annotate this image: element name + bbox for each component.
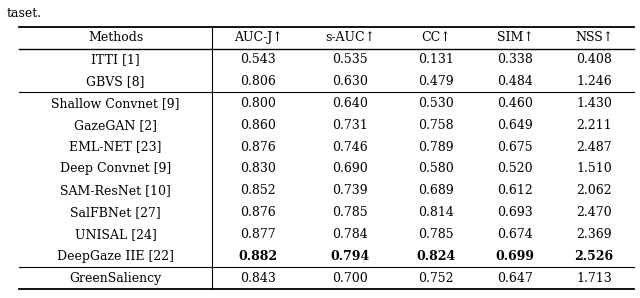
Text: 0.520: 0.520 bbox=[497, 162, 532, 175]
Text: s-AUC↑: s-AUC↑ bbox=[325, 31, 375, 44]
Text: 2.369: 2.369 bbox=[576, 228, 612, 241]
Text: 0.752: 0.752 bbox=[418, 272, 454, 285]
Text: CC↑: CC↑ bbox=[421, 31, 451, 44]
Text: 0.789: 0.789 bbox=[418, 141, 454, 153]
Text: 0.746: 0.746 bbox=[332, 141, 368, 153]
Text: UNISAL [24]: UNISAL [24] bbox=[75, 228, 157, 241]
Text: 0.739: 0.739 bbox=[332, 184, 368, 197]
Text: 1.430: 1.430 bbox=[576, 97, 612, 110]
Text: taset.: taset. bbox=[6, 7, 42, 21]
Text: 0.408: 0.408 bbox=[576, 53, 612, 66]
Text: 2.470: 2.470 bbox=[576, 206, 612, 219]
Text: 0.784: 0.784 bbox=[332, 228, 368, 241]
Text: 1.246: 1.246 bbox=[576, 75, 612, 88]
Text: GBVS [8]: GBVS [8] bbox=[86, 75, 145, 88]
Text: ITTI [1]: ITTI [1] bbox=[92, 53, 140, 66]
Text: 0.647: 0.647 bbox=[497, 272, 533, 285]
Text: 0.843: 0.843 bbox=[240, 272, 276, 285]
Text: SIM↑: SIM↑ bbox=[497, 31, 533, 44]
Text: 0.630: 0.630 bbox=[332, 75, 368, 88]
Text: 0.700: 0.700 bbox=[332, 272, 368, 285]
Text: 0.690: 0.690 bbox=[332, 162, 368, 175]
Text: SAM-ResNet [10]: SAM-ResNet [10] bbox=[60, 184, 171, 197]
Text: 0.800: 0.800 bbox=[240, 97, 276, 110]
Text: 0.649: 0.649 bbox=[497, 119, 533, 132]
Text: 0.758: 0.758 bbox=[418, 119, 454, 132]
Text: 0.580: 0.580 bbox=[418, 162, 454, 175]
Text: GazeGAN [2]: GazeGAN [2] bbox=[74, 119, 157, 132]
Text: GreenSaliency: GreenSaliency bbox=[70, 272, 162, 285]
Text: 0.612: 0.612 bbox=[497, 184, 533, 197]
Text: EML-NET [23]: EML-NET [23] bbox=[69, 141, 162, 153]
Text: Shallow Convnet [9]: Shallow Convnet [9] bbox=[51, 97, 180, 110]
Text: 0.806: 0.806 bbox=[240, 75, 276, 88]
Text: 0.689: 0.689 bbox=[418, 184, 454, 197]
Text: 0.860: 0.860 bbox=[240, 119, 276, 132]
Text: Deep Convnet [9]: Deep Convnet [9] bbox=[60, 162, 172, 175]
Text: AUC-J↑: AUC-J↑ bbox=[234, 31, 282, 44]
Text: 0.876: 0.876 bbox=[240, 141, 276, 153]
Text: 0.731: 0.731 bbox=[332, 119, 368, 132]
Text: 0.530: 0.530 bbox=[418, 97, 454, 110]
Text: 0.876: 0.876 bbox=[240, 206, 276, 219]
Text: 1.713: 1.713 bbox=[576, 272, 612, 285]
Text: 0.674: 0.674 bbox=[497, 228, 533, 241]
Text: 0.877: 0.877 bbox=[240, 228, 276, 241]
Text: 0.693: 0.693 bbox=[497, 206, 533, 219]
Text: 0.852: 0.852 bbox=[240, 184, 276, 197]
Text: 0.675: 0.675 bbox=[497, 141, 532, 153]
Text: 0.814: 0.814 bbox=[418, 206, 454, 219]
Text: 0.640: 0.640 bbox=[332, 97, 368, 110]
Text: 0.794: 0.794 bbox=[331, 250, 370, 263]
Text: 0.460: 0.460 bbox=[497, 97, 533, 110]
Text: Methods: Methods bbox=[88, 31, 143, 44]
Text: 1.510: 1.510 bbox=[576, 162, 612, 175]
Text: 0.830: 0.830 bbox=[240, 162, 276, 175]
Text: 2.211: 2.211 bbox=[576, 119, 612, 132]
Text: 0.479: 0.479 bbox=[418, 75, 454, 88]
Text: 2.487: 2.487 bbox=[576, 141, 612, 153]
Text: 0.785: 0.785 bbox=[418, 228, 454, 241]
Text: 0.785: 0.785 bbox=[332, 206, 368, 219]
Text: DeepGaze IIE [22]: DeepGaze IIE [22] bbox=[57, 250, 174, 263]
Text: 2.062: 2.062 bbox=[576, 184, 612, 197]
Text: 0.484: 0.484 bbox=[497, 75, 533, 88]
Text: 2.526: 2.526 bbox=[575, 250, 614, 263]
Text: 0.824: 0.824 bbox=[416, 250, 456, 263]
Text: 0.882: 0.882 bbox=[239, 250, 278, 263]
Text: 0.338: 0.338 bbox=[497, 53, 533, 66]
Text: 0.131: 0.131 bbox=[418, 53, 454, 66]
Text: 0.535: 0.535 bbox=[332, 53, 368, 66]
Text: NSS↑: NSS↑ bbox=[575, 31, 613, 44]
Text: SalFBNet [27]: SalFBNet [27] bbox=[70, 206, 161, 219]
Text: 0.699: 0.699 bbox=[495, 250, 534, 263]
Text: 0.543: 0.543 bbox=[240, 53, 276, 66]
